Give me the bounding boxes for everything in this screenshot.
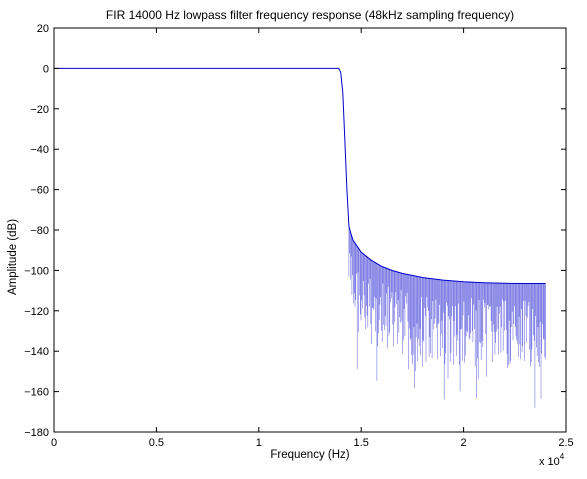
y-tick-label: −100: [24, 265, 49, 277]
stopband-ripple: [348, 226, 546, 408]
y-tick-label: 0: [43, 63, 49, 75]
y-tick-label: −60: [30, 185, 49, 197]
x-axis-multiplier-base: x 10: [539, 456, 560, 468]
y-tick-label: −160: [24, 387, 49, 399]
y-tick-label: −40: [30, 144, 49, 156]
x-tick-label: 1.5: [354, 437, 369, 449]
y-tick-label: −140: [24, 346, 49, 358]
x-axis-multiplier: x 104: [539, 452, 565, 468]
ticks-layer: 0 0.5 1 1.5 2 2.5 20 0 −20 −40 −60 −80 −100 −120 −140 −…: [24, 23, 573, 449]
x-axis-multiplier-exponent: 4: [560, 452, 565, 461]
y-tick-label: −180: [24, 427, 49, 439]
x-tick-label: 2: [461, 437, 467, 449]
curve-layer: [54, 67, 546, 408]
x-tick-label: 2.5: [558, 437, 573, 449]
y-tick-label: −80: [30, 225, 49, 237]
y-tick-label: −20: [30, 104, 49, 116]
y-tick-label: −120: [24, 306, 49, 318]
response-line: [54, 67, 546, 284]
x-tick-label: 1: [256, 437, 262, 449]
y-axis-title: Amplitude (dB): [7, 219, 19, 295]
y-tick-label: 20: [37, 23, 49, 35]
plot-frame: [53, 27, 567, 433]
x-tick-label: 0.5: [149, 437, 164, 449]
x-axis-title: Frequency (Hz): [270, 449, 349, 461]
chart-title: FIR 14000 Hz lowpass filter frequency re…: [106, 8, 514, 22]
x-tick-label: 0: [51, 437, 57, 449]
